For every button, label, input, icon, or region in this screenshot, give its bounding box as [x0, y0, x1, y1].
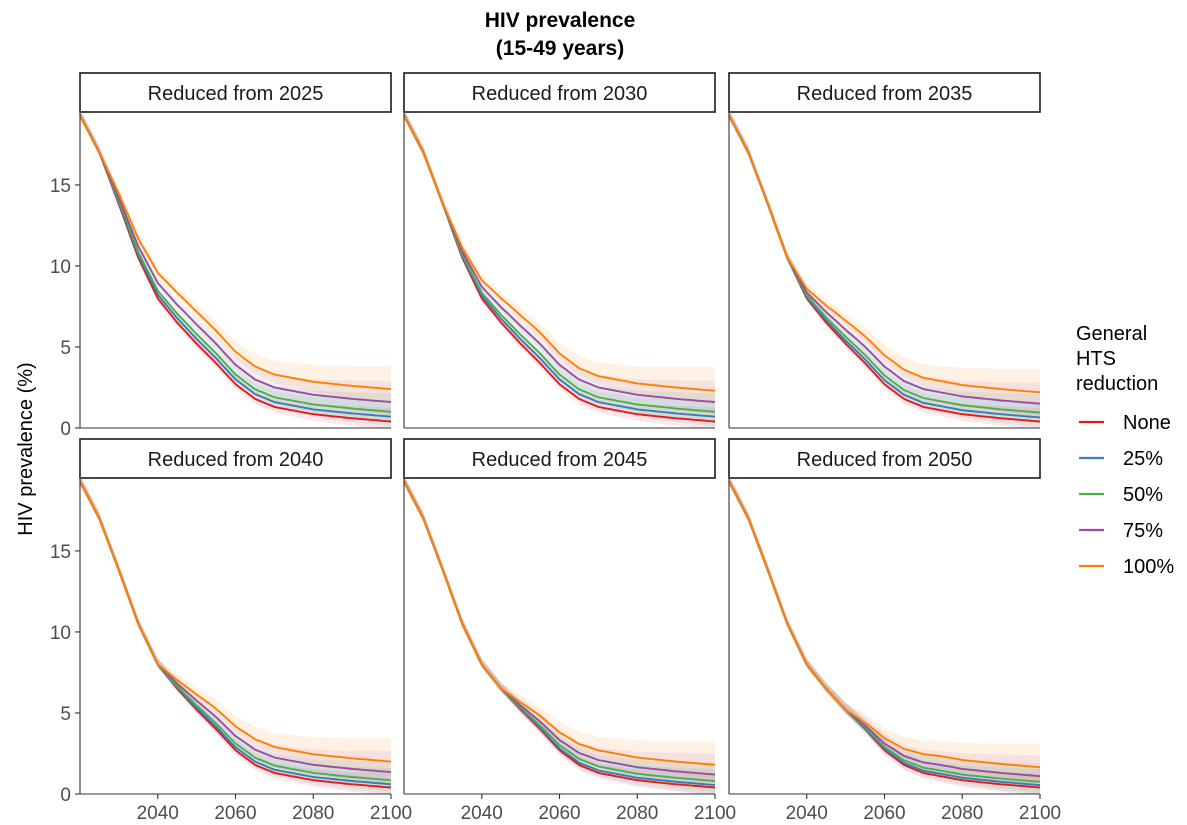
x-tick-label: 2100 — [370, 803, 412, 824]
facet-strip — [79, 72, 392, 113]
facet-strip-label: Reduced from 2045 — [472, 449, 648, 471]
x-tick-label: 2040 — [786, 803, 828, 824]
facet-panel: Reduced from 2040 0 5 10 15 2040 2060 2080 2100 — [50, 438, 412, 824]
uncertainty-band — [80, 109, 391, 428]
legend-label: 25% — [1123, 448, 1163, 470]
series-line-100pct — [403, 114, 716, 392]
series-line-100pct — [403, 480, 716, 766]
legend-title: reduction — [1076, 373, 1158, 395]
uncertainty-band — [80, 109, 391, 415]
facet-strip-label: Reduced from 2040 — [148, 449, 324, 471]
facet-strip — [728, 438, 1041, 479]
x-tick-label: 2100 — [1019, 803, 1061, 824]
uncertainty-band — [80, 475, 391, 794]
uncertainty-band — [80, 109, 391, 404]
y-tick-label: 5 — [60, 338, 71, 359]
series-line-100pct — [728, 480, 1041, 769]
series-line-75pct — [79, 114, 392, 404]
facet-strip-label: Reduced from 2050 — [797, 449, 973, 471]
series-line-50pct — [79, 114, 392, 413]
legend-label: 75% — [1123, 520, 1163, 542]
uncertainty-band — [80, 475, 391, 794]
uncertainty-band — [729, 475, 1040, 793]
facet-panel: Reduced from 2045 2040 2060 2080 2100 — [403, 438, 736, 824]
legend-label: 100% — [1123, 556, 1174, 578]
facet-panel: Reduced from 2030 — [403, 72, 716, 429]
facet-strip-label: Reduced from 2035 — [797, 83, 973, 105]
uncertainty-band — [404, 109, 715, 428]
x-tick-label: 2080 — [941, 803, 983, 824]
x-tick-label: 2080 — [292, 803, 334, 824]
facet-panel: Reduced from 2050 2040 2060 2080 2100 — [728, 438, 1061, 824]
uncertainty-band — [80, 475, 391, 776]
y-axis-label: HIV prevalence (%) — [15, 362, 37, 535]
uncertainty-band — [404, 475, 715, 779]
facet-panel: Reduced from 2025 0 5 10 15 — [50, 72, 392, 440]
uncertainty-band — [729, 109, 1040, 428]
y-tick-label: 15 — [50, 176, 71, 197]
series-line-100pct — [79, 114, 392, 391]
y-tick-label: 10 — [50, 623, 71, 644]
series-line-100pct — [728, 114, 1041, 394]
facet-strip — [79, 438, 392, 479]
facet-strip — [403, 72, 716, 113]
x-tick-label: 2080 — [616, 803, 658, 824]
uncertainty-band — [729, 475, 1040, 794]
y-tick-label: 15 — [50, 542, 71, 563]
chart-subtitle: (15-49 years) — [496, 37, 624, 60]
uncertainty-band — [729, 475, 1040, 782]
x-tick-label: 2060 — [863, 803, 905, 824]
facet-panels: Reduced from 2025 0 5 10 15 Reduced from 2030… — [50, 72, 1061, 824]
legend-title: General — [1076, 323, 1147, 345]
x-tick-label: 2040 — [137, 803, 179, 824]
legend-title: HTS — [1076, 348, 1116, 370]
x-tick-label: 2060 — [538, 803, 580, 824]
uncertainty-band — [729, 109, 1040, 428]
x-tick-label: 2100 — [694, 803, 736, 824]
facet-strip — [728, 72, 1041, 113]
y-tick-label: 10 — [50, 257, 71, 278]
facet-strip-label: Reduced from 2025 — [148, 83, 324, 105]
legend-label: 50% — [1123, 484, 1163, 506]
facet-strip — [403, 438, 716, 479]
x-tick-label: 2060 — [214, 803, 256, 824]
uncertainty-band — [729, 475, 1040, 794]
series-line-75pct — [403, 114, 716, 404]
facet-strip-label: Reduced from 2030 — [472, 83, 648, 105]
series-line-100pct — [79, 480, 392, 763]
y-tick-label: 0 — [60, 419, 71, 440]
uncertainty-band — [404, 475, 715, 794]
chart-title: HIV prevalence — [485, 9, 636, 32]
y-tick-label: 0 — [60, 785, 71, 806]
x-tick-label: 2040 — [461, 803, 503, 824]
facet-panel: Reduced from 2035 — [728, 72, 1041, 429]
legend-label: None — [1123, 412, 1171, 434]
legend: General HTS reduction None 25% 50% 75% 100% — [1076, 323, 1174, 578]
uncertainty-band — [729, 109, 1040, 407]
uncertainty-band — [404, 109, 715, 415]
y-tick-label: 5 — [60, 704, 71, 725]
uncertainty-band — [404, 475, 715, 794]
